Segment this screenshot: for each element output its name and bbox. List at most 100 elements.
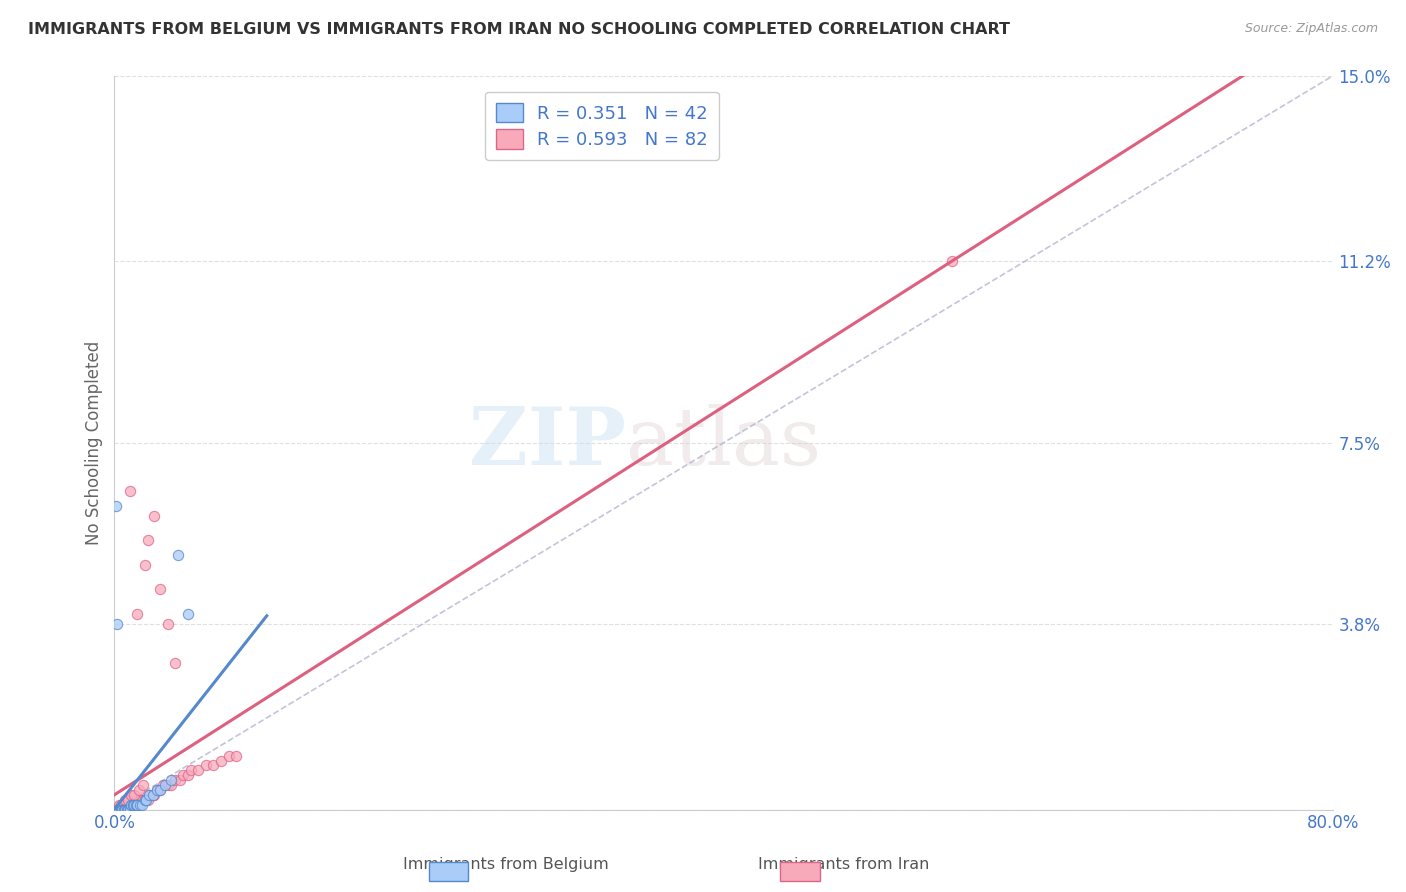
Point (165, 656, 187, 670)
Point (110, 803, 132, 817)
Point (108, 803, 131, 817)
Point (134, 558, 156, 572)
Point (159, 778, 181, 792)
Point (202, 758, 225, 772)
Point (121, 797, 143, 812)
Point (165, 773, 187, 788)
Point (136, 533, 159, 548)
Point (120, 797, 142, 812)
Point (149, 783, 172, 797)
Point (112, 803, 135, 817)
Point (107, 803, 129, 817)
Point (118, 803, 141, 817)
Point (125, 797, 148, 812)
Text: Immigrants from Iran: Immigrants from Iran (758, 857, 929, 872)
Point (108, 803, 131, 817)
Point (118, 803, 141, 817)
Text: atlas: atlas (627, 403, 821, 482)
Point (156, 616, 179, 631)
Point (153, 778, 176, 792)
Point (134, 793, 156, 807)
Point (131, 793, 153, 807)
Point (135, 793, 157, 807)
Text: Source: ZipAtlas.com: Source: ZipAtlas.com (1244, 22, 1378, 36)
Point (167, 548, 190, 562)
Point (115, 803, 138, 817)
Point (122, 797, 145, 812)
Text: IMMIGRANTS FROM BELGIUM VS IMMIGRANTS FROM IRAN NO SCHOOLING COMPLETED CORRELATI: IMMIGRANTS FROM BELGIUM VS IMMIGRANTS FR… (28, 22, 1010, 37)
Point (112, 803, 135, 817)
Point (114, 803, 136, 817)
Point (108, 803, 131, 817)
Point (127, 797, 149, 812)
Point (104, 803, 127, 817)
Point (107, 803, 129, 817)
Point (120, 797, 142, 812)
Point (111, 803, 134, 817)
Point (134, 793, 156, 807)
Point (107, 803, 129, 817)
Point (110, 803, 132, 817)
Point (104, 803, 127, 817)
Point (146, 783, 169, 797)
Point (194, 758, 217, 772)
Legend: R = 0.351   N = 42, R = 0.593   N = 82: R = 0.351 N = 42, R = 0.593 N = 82 (485, 92, 718, 160)
Point (159, 773, 181, 788)
Point (110, 803, 132, 817)
Point (104, 499, 127, 513)
Point (111, 803, 134, 817)
Point (114, 803, 136, 817)
Point (134, 793, 156, 807)
Point (143, 788, 166, 802)
Point (128, 783, 150, 797)
Point (132, 778, 155, 792)
Point (138, 788, 160, 802)
Point (146, 783, 169, 797)
Point (127, 797, 149, 812)
Point (187, 764, 209, 778)
Point (120, 803, 142, 817)
Point (136, 793, 159, 807)
Point (120, 788, 142, 802)
Text: ZIP: ZIP (470, 403, 627, 482)
Point (114, 803, 136, 817)
Point (103, 803, 125, 817)
Point (149, 582, 172, 597)
Point (125, 797, 148, 812)
Point (129, 793, 152, 807)
Point (143, 508, 166, 523)
Point (108, 797, 131, 812)
Point (117, 793, 139, 807)
Point (117, 803, 139, 817)
Point (114, 803, 136, 817)
Point (107, 616, 129, 631)
Point (107, 803, 129, 817)
Point (107, 803, 129, 817)
Point (114, 803, 136, 817)
Point (209, 754, 232, 768)
Point (127, 797, 149, 812)
Point (176, 607, 198, 621)
Point (110, 803, 132, 817)
Point (129, 797, 152, 812)
Point (131, 793, 153, 807)
Point (115, 803, 138, 817)
Point (115, 803, 138, 817)
Point (111, 803, 134, 817)
Point (218, 748, 240, 763)
Point (141, 788, 163, 802)
Point (225, 748, 247, 763)
Point (118, 803, 141, 817)
Point (108, 803, 131, 817)
Point (141, 788, 163, 802)
Point (127, 797, 149, 812)
Point (117, 803, 139, 817)
Point (127, 607, 149, 621)
Point (112, 803, 135, 817)
Point (121, 797, 143, 812)
Point (110, 803, 132, 817)
Text: Immigrants from Belgium: Immigrants from Belgium (404, 857, 609, 872)
Point (115, 803, 138, 817)
Point (117, 803, 139, 817)
Point (104, 803, 127, 817)
